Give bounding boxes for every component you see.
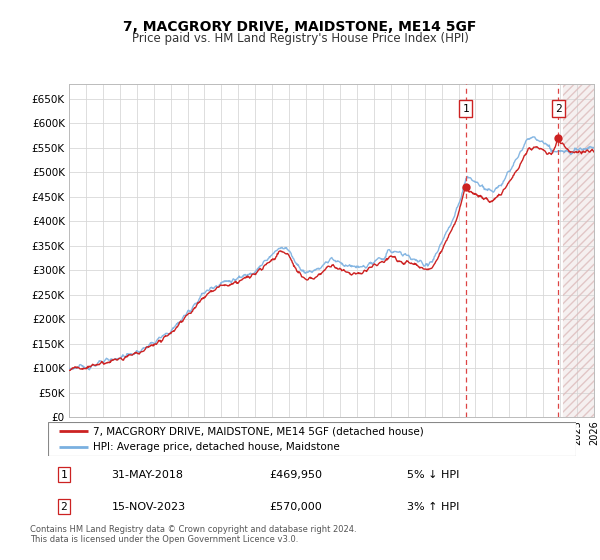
Text: 15-NOV-2023: 15-NOV-2023 bbox=[112, 502, 185, 511]
Text: 2: 2 bbox=[555, 104, 562, 114]
Text: £570,000: £570,000 bbox=[270, 502, 323, 511]
Text: This data is licensed under the Open Government Licence v3.0.: This data is licensed under the Open Gov… bbox=[30, 535, 298, 544]
Text: Price paid vs. HM Land Registry's House Price Index (HPI): Price paid vs. HM Land Registry's House … bbox=[131, 32, 469, 45]
Text: 1: 1 bbox=[462, 104, 469, 114]
Text: 31-MAY-2018: 31-MAY-2018 bbox=[112, 470, 184, 479]
Bar bbox=[563, 84, 594, 417]
Text: 1: 1 bbox=[61, 470, 67, 479]
Bar bbox=[563, 84, 594, 417]
Text: Contains HM Land Registry data © Crown copyright and database right 2024.: Contains HM Land Registry data © Crown c… bbox=[30, 525, 356, 534]
Text: 7, MACGRORY DRIVE, MAIDSTONE, ME14 5GF: 7, MACGRORY DRIVE, MAIDSTONE, ME14 5GF bbox=[124, 20, 476, 34]
Text: £469,950: £469,950 bbox=[270, 470, 323, 479]
Text: HPI: Average price, detached house, Maidstone: HPI: Average price, detached house, Maid… bbox=[93, 442, 340, 452]
Text: 2: 2 bbox=[61, 502, 67, 511]
Text: 3% ↑ HPI: 3% ↑ HPI bbox=[407, 502, 460, 511]
Text: 5% ↓ HPI: 5% ↓ HPI bbox=[407, 470, 460, 479]
Text: 7, MACGRORY DRIVE, MAIDSTONE, ME14 5GF (detached house): 7, MACGRORY DRIVE, MAIDSTONE, ME14 5GF (… bbox=[93, 426, 424, 436]
